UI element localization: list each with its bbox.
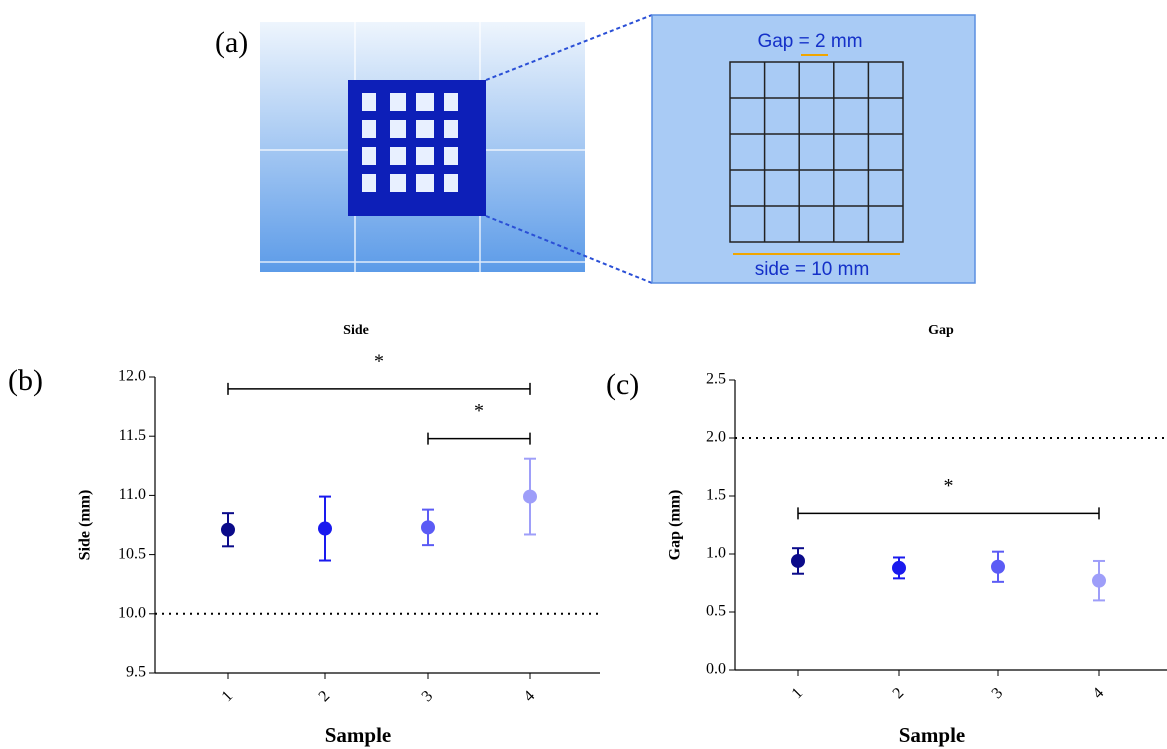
point bbox=[421, 520, 435, 534]
y-tick-label: 10.5 bbox=[118, 545, 146, 562]
significance-bracket bbox=[798, 507, 1099, 519]
y-tick-label: 9.5 bbox=[126, 664, 146, 681]
y-tick-label: 11.5 bbox=[119, 427, 146, 444]
significance-bracket bbox=[228, 383, 530, 395]
diagram: Gap = 2 mm side = 10 mm bbox=[260, 15, 975, 283]
gap-label: Gap = 2 mm bbox=[757, 31, 862, 52]
panel-label: (a) bbox=[215, 26, 248, 59]
significance-label: * bbox=[374, 350, 384, 372]
point bbox=[318, 522, 332, 536]
point bbox=[1092, 574, 1106, 588]
panel-label: (b) bbox=[8, 364, 43, 397]
y-tick-label: 0.0 bbox=[706, 661, 726, 678]
chart-title: Side bbox=[343, 323, 369, 338]
significance-bracket bbox=[428, 433, 530, 445]
x-tick-label: 2 bbox=[316, 688, 334, 706]
y-tick-label: 0.5 bbox=[706, 603, 726, 620]
x-tick-label: 4 bbox=[1090, 685, 1108, 703]
figure: Gap = 2 mm side = 10 mm (a) (b) (c) Side… bbox=[0, 0, 1167, 749]
x-axis-label: Sample bbox=[325, 723, 392, 747]
side-label: side = 10 mm bbox=[755, 259, 870, 280]
point bbox=[791, 554, 805, 568]
x-tick-label: 1 bbox=[789, 685, 807, 703]
point bbox=[991, 560, 1005, 574]
y-tick-label: 2.0 bbox=[706, 429, 726, 446]
x-tick-label: 3 bbox=[419, 688, 437, 706]
x-tick-label: 4 bbox=[521, 688, 539, 706]
significance-label: * bbox=[474, 400, 484, 422]
significance-label: * bbox=[944, 475, 954, 497]
x-axis-label: Sample bbox=[899, 723, 966, 747]
x-tick-label: 2 bbox=[890, 685, 908, 703]
y-tick-label: 11.0 bbox=[119, 486, 146, 503]
x-tick-label: 3 bbox=[989, 685, 1007, 703]
point bbox=[892, 561, 906, 575]
point bbox=[221, 523, 235, 537]
y-tick-label: 12.0 bbox=[118, 368, 146, 385]
point bbox=[523, 490, 537, 504]
y-tick-label: 2.5 bbox=[706, 371, 726, 388]
x-tick-label: 1 bbox=[219, 688, 237, 706]
chart-title: Gap bbox=[928, 323, 954, 338]
panel-label: (c) bbox=[606, 368, 639, 401]
y-tick-label: 1.0 bbox=[706, 545, 726, 562]
y-tick-label: 10.0 bbox=[118, 604, 146, 621]
y-axis-label: Side (mm) bbox=[77, 490, 94, 561]
y-tick-label: 1.5 bbox=[706, 487, 726, 504]
y-axis-label: Gap (mm) bbox=[667, 490, 684, 561]
